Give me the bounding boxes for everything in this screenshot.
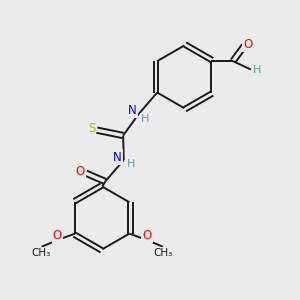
Text: H: H xyxy=(127,159,135,169)
Text: N: N xyxy=(113,151,122,164)
Text: O: O xyxy=(243,38,253,51)
Text: S: S xyxy=(88,122,95,135)
Text: H: H xyxy=(253,65,262,75)
Text: CH₃: CH₃ xyxy=(32,248,51,258)
Text: O: O xyxy=(76,165,85,178)
Text: O: O xyxy=(142,229,152,242)
Text: N: N xyxy=(128,104,136,117)
Text: H: H xyxy=(141,114,149,124)
Text: CH₃: CH₃ xyxy=(154,248,173,258)
Text: O: O xyxy=(53,229,62,242)
